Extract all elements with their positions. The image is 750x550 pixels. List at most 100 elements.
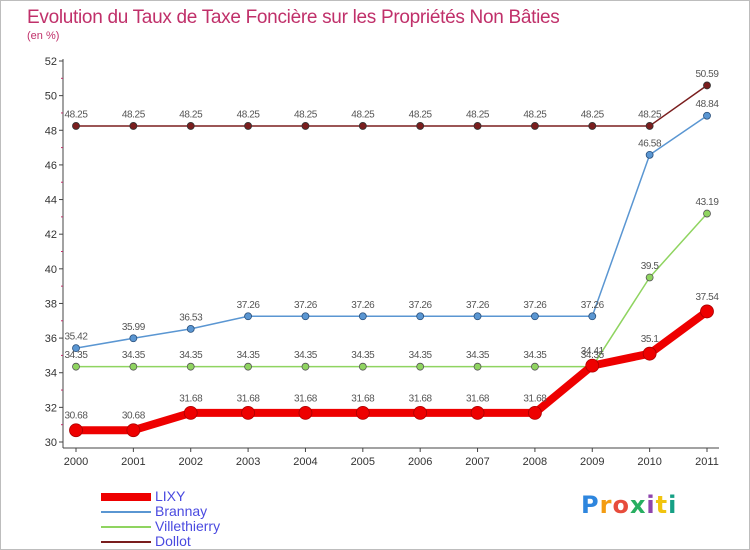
x-tick-label: 2006 bbox=[408, 456, 432, 468]
data-label-villethierry: 34.35 bbox=[64, 350, 88, 361]
point-brannay bbox=[588, 312, 597, 321]
data-label-dollot: 48.25 bbox=[466, 109, 490, 120]
data-label-lixy: 31.68 bbox=[351, 393, 375, 404]
point-lixy bbox=[183, 406, 198, 420]
data-label-dollot: 48.25 bbox=[64, 109, 88, 120]
logo-letter: t bbox=[655, 491, 669, 519]
series-line-villethierry bbox=[75, 212, 708, 368]
data-label-villethierry: 34.35 bbox=[523, 350, 547, 361]
data-label-lixy: 31.68 bbox=[294, 393, 318, 404]
point-lixy bbox=[126, 423, 141, 438]
data-label-dollot: 48.25 bbox=[638, 109, 662, 120]
x-tick-label: 2000 bbox=[64, 456, 88, 468]
y-tick-label: 32 bbox=[45, 402, 57, 414]
point-villethierry bbox=[72, 362, 80, 371]
x-tick-label: 2004 bbox=[293, 456, 317, 468]
data-label-villethierry: 34.35 bbox=[581, 350, 605, 361]
y-tick-label: 42 bbox=[45, 229, 57, 241]
point-lixy bbox=[642, 346, 657, 361]
x-tick-label: 2009 bbox=[580, 456, 604, 468]
point-brannay bbox=[645, 150, 654, 159]
data-label-villethierry: 34.35 bbox=[466, 350, 490, 361]
point-brannay bbox=[129, 334, 138, 343]
logo-letter: r bbox=[599, 491, 613, 519]
data-label-lixy: 31.68 bbox=[466, 393, 490, 404]
point-dollot bbox=[244, 122, 252, 130]
point-dollot bbox=[301, 122, 310, 130]
data-label-villethierry: 39.5 bbox=[641, 261, 660, 272]
point-dollot bbox=[358, 122, 367, 130]
point-villethierry bbox=[531, 362, 539, 371]
data-label-brannay: 37.26 bbox=[237, 300, 261, 311]
x-tick-label: 2008 bbox=[523, 456, 547, 468]
x-tick-label: 2011 bbox=[695, 456, 719, 468]
data-label-brannay: 35.42 bbox=[64, 332, 88, 343]
chart-subtitle: (en %) bbox=[27, 30, 60, 42]
data-label-brannay: 35.99 bbox=[122, 322, 146, 333]
point-dollot bbox=[473, 122, 482, 130]
data-label-lixy: 31.68 bbox=[237, 393, 261, 404]
point-villethierry bbox=[358, 362, 367, 371]
point-dollot bbox=[416, 122, 425, 130]
point-dollot bbox=[703, 81, 711, 90]
legend-swatch-dollot bbox=[101, 540, 151, 543]
logo-letter: x bbox=[629, 491, 647, 519]
data-label-lixy: 35.1 bbox=[641, 334, 660, 345]
y-tick-label: 40 bbox=[45, 264, 57, 276]
legend: LIXY Brannay Villethierry Dollot bbox=[101, 489, 220, 549]
point-villethierry bbox=[416, 362, 425, 371]
data-label-dollot: 48.25 bbox=[294, 109, 318, 120]
legend-swatch-villethierry bbox=[101, 525, 151, 528]
data-label-lixy: 31.68 bbox=[409, 393, 433, 404]
y-tick-label: 36 bbox=[45, 333, 57, 345]
y-tick-label: 50 bbox=[45, 91, 57, 103]
point-brannay bbox=[244, 312, 252, 321]
y-tick-label: 44 bbox=[45, 195, 57, 207]
point-villethierry bbox=[703, 209, 711, 218]
y-tick-label: 34 bbox=[45, 368, 57, 380]
point-dollot bbox=[129, 122, 138, 130]
data-label-dollot: 48.25 bbox=[409, 109, 433, 120]
data-label-lixy: 31.68 bbox=[523, 393, 547, 404]
x-tick-label: 2003 bbox=[236, 456, 260, 468]
legend-item-lixy: LIXY bbox=[101, 489, 220, 504]
legend-item-brannay: Brannay bbox=[101, 504, 220, 519]
data-label-villethierry: 34.35 bbox=[294, 350, 318, 361]
data-label-villethierry: 34.35 bbox=[179, 350, 203, 361]
point-villethierry bbox=[129, 362, 138, 371]
point-lixy bbox=[241, 406, 255, 420]
point-dollot bbox=[531, 122, 539, 130]
data-label-villethierry: 34.35 bbox=[409, 350, 433, 361]
logo-letter: i bbox=[646, 491, 656, 519]
point-dollot bbox=[186, 122, 195, 130]
data-label-lixy: 31.68 bbox=[179, 393, 203, 404]
data-label-brannay: 37.26 bbox=[294, 300, 318, 311]
data-label-dollot: 48.25 bbox=[581, 109, 605, 120]
point-brannay bbox=[703, 111, 711, 120]
point-lixy bbox=[355, 406, 370, 420]
point-lixy bbox=[585, 358, 600, 373]
x-tick-label: 2001 bbox=[121, 456, 145, 468]
data-label-brannay: 46.58 bbox=[638, 138, 662, 149]
data-label-brannay: 37.26 bbox=[466, 300, 490, 311]
point-villethierry bbox=[473, 362, 482, 371]
data-label-brannay: 37.26 bbox=[523, 300, 547, 311]
point-lixy bbox=[69, 423, 83, 438]
proxiti-logo: Proxiti bbox=[581, 491, 677, 519]
point-villethierry bbox=[645, 273, 654, 282]
y-tick-label: 30 bbox=[45, 437, 57, 449]
data-label-brannay: 36.53 bbox=[179, 312, 203, 323]
point-villethierry bbox=[301, 362, 310, 371]
data-label-villethierry: 43.19 bbox=[695, 197, 719, 208]
point-dollot bbox=[645, 122, 654, 130]
point-villethierry bbox=[186, 362, 195, 371]
data-label-dollot: 48.25 bbox=[122, 109, 146, 120]
series-line-brannay bbox=[75, 114, 708, 349]
series-line-dollot bbox=[75, 84, 708, 127]
data-label-brannay: 37.26 bbox=[351, 300, 375, 311]
data-label-brannay: 37.26 bbox=[581, 300, 605, 311]
legend-label-dollot: Dollot bbox=[155, 533, 191, 549]
data-label-villethierry: 34.35 bbox=[351, 350, 375, 361]
